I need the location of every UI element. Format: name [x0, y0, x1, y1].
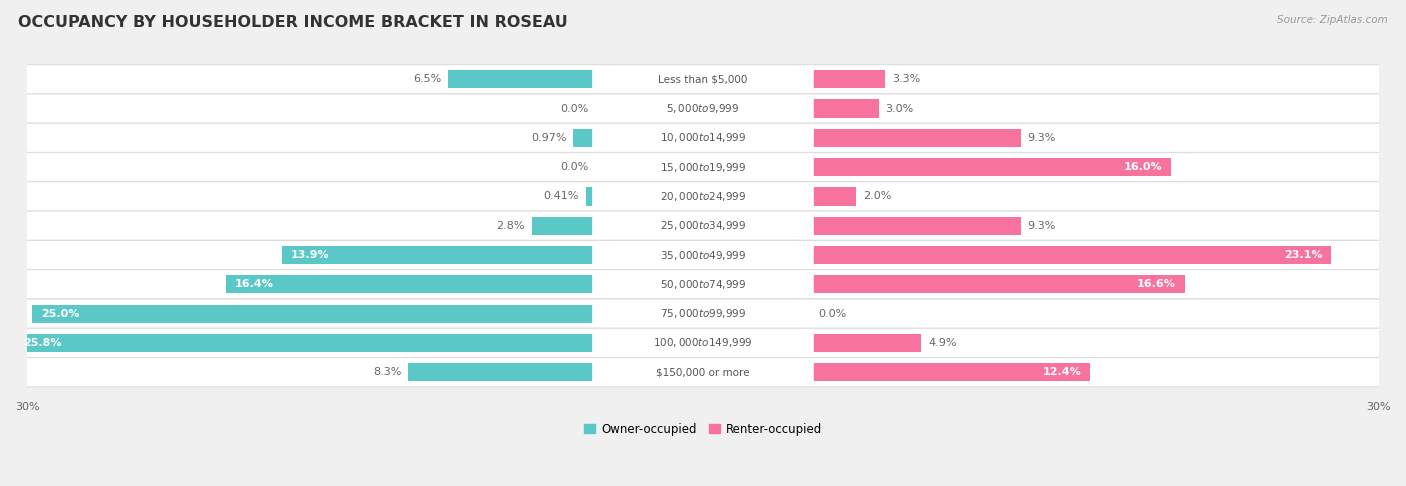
- Text: $75,000 to $99,999: $75,000 to $99,999: [659, 307, 747, 320]
- Text: 0.0%: 0.0%: [560, 162, 588, 172]
- Bar: [408, 363, 595, 382]
- Bar: [811, 334, 921, 352]
- FancyBboxPatch shape: [21, 358, 1385, 387]
- Bar: [586, 188, 595, 206]
- Text: 0.0%: 0.0%: [818, 309, 846, 319]
- Bar: [32, 305, 595, 323]
- Bar: [811, 158, 1171, 176]
- FancyBboxPatch shape: [592, 184, 814, 209]
- Bar: [574, 129, 595, 147]
- Bar: [811, 100, 879, 118]
- Bar: [811, 275, 1185, 294]
- Legend: Owner-occupied, Renter-occupied: Owner-occupied, Renter-occupied: [579, 418, 827, 440]
- Text: $25,000 to $34,999: $25,000 to $34,999: [659, 219, 747, 232]
- FancyBboxPatch shape: [21, 211, 1385, 241]
- Text: 6.5%: 6.5%: [413, 74, 441, 84]
- FancyBboxPatch shape: [21, 65, 1385, 94]
- Text: $50,000 to $74,999: $50,000 to $74,999: [659, 278, 747, 291]
- Text: 16.6%: 16.6%: [1137, 279, 1175, 289]
- Text: $35,000 to $49,999: $35,000 to $49,999: [659, 248, 747, 261]
- Text: $5,000 to $9,999: $5,000 to $9,999: [666, 102, 740, 115]
- Text: $10,000 to $14,999: $10,000 to $14,999: [659, 131, 747, 144]
- Text: $15,000 to $19,999: $15,000 to $19,999: [659, 161, 747, 174]
- Text: 0.41%: 0.41%: [544, 191, 579, 201]
- Text: 3.3%: 3.3%: [893, 74, 921, 84]
- Text: 0.0%: 0.0%: [560, 104, 588, 114]
- FancyBboxPatch shape: [21, 328, 1385, 358]
- Bar: [811, 246, 1331, 264]
- Text: 25.8%: 25.8%: [22, 338, 62, 348]
- FancyBboxPatch shape: [592, 213, 814, 238]
- FancyBboxPatch shape: [592, 243, 814, 268]
- Text: 16.0%: 16.0%: [1123, 162, 1163, 172]
- Text: 9.3%: 9.3%: [1028, 221, 1056, 231]
- FancyBboxPatch shape: [592, 96, 814, 121]
- Bar: [811, 70, 886, 88]
- Text: 2.8%: 2.8%: [496, 221, 524, 231]
- Text: Less than $5,000: Less than $5,000: [658, 74, 748, 84]
- Text: 3.0%: 3.0%: [886, 104, 914, 114]
- FancyBboxPatch shape: [592, 272, 814, 297]
- FancyBboxPatch shape: [592, 67, 814, 92]
- Bar: [225, 275, 595, 294]
- FancyBboxPatch shape: [21, 123, 1385, 153]
- Bar: [449, 70, 595, 88]
- Text: Source: ZipAtlas.com: Source: ZipAtlas.com: [1277, 15, 1388, 25]
- Text: 25.0%: 25.0%: [41, 309, 79, 319]
- Text: 23.1%: 23.1%: [1284, 250, 1323, 260]
- Bar: [531, 217, 595, 235]
- Bar: [811, 129, 1021, 147]
- FancyBboxPatch shape: [592, 155, 814, 180]
- Text: 4.9%: 4.9%: [928, 338, 956, 348]
- Text: 12.4%: 12.4%: [1043, 367, 1081, 377]
- Text: 13.9%: 13.9%: [291, 250, 329, 260]
- Bar: [811, 188, 856, 206]
- FancyBboxPatch shape: [21, 182, 1385, 211]
- Text: $100,000 to $149,999: $100,000 to $149,999: [654, 336, 752, 349]
- Text: 16.4%: 16.4%: [235, 279, 273, 289]
- Bar: [14, 334, 595, 352]
- FancyBboxPatch shape: [21, 153, 1385, 182]
- Text: 9.3%: 9.3%: [1028, 133, 1056, 143]
- Text: 8.3%: 8.3%: [373, 367, 401, 377]
- FancyBboxPatch shape: [21, 94, 1385, 123]
- Bar: [811, 217, 1021, 235]
- FancyBboxPatch shape: [21, 299, 1385, 328]
- Text: 2.0%: 2.0%: [863, 191, 891, 201]
- Text: $150,000 or more: $150,000 or more: [657, 367, 749, 377]
- FancyBboxPatch shape: [21, 270, 1385, 299]
- Bar: [281, 246, 595, 264]
- FancyBboxPatch shape: [592, 301, 814, 326]
- Text: $20,000 to $24,999: $20,000 to $24,999: [659, 190, 747, 203]
- FancyBboxPatch shape: [592, 330, 814, 356]
- FancyBboxPatch shape: [592, 125, 814, 151]
- FancyBboxPatch shape: [21, 241, 1385, 270]
- FancyBboxPatch shape: [592, 360, 814, 385]
- Text: OCCUPANCY BY HOUSEHOLDER INCOME BRACKET IN ROSEAU: OCCUPANCY BY HOUSEHOLDER INCOME BRACKET …: [18, 15, 568, 30]
- Bar: [811, 363, 1091, 382]
- Text: 0.97%: 0.97%: [531, 133, 567, 143]
